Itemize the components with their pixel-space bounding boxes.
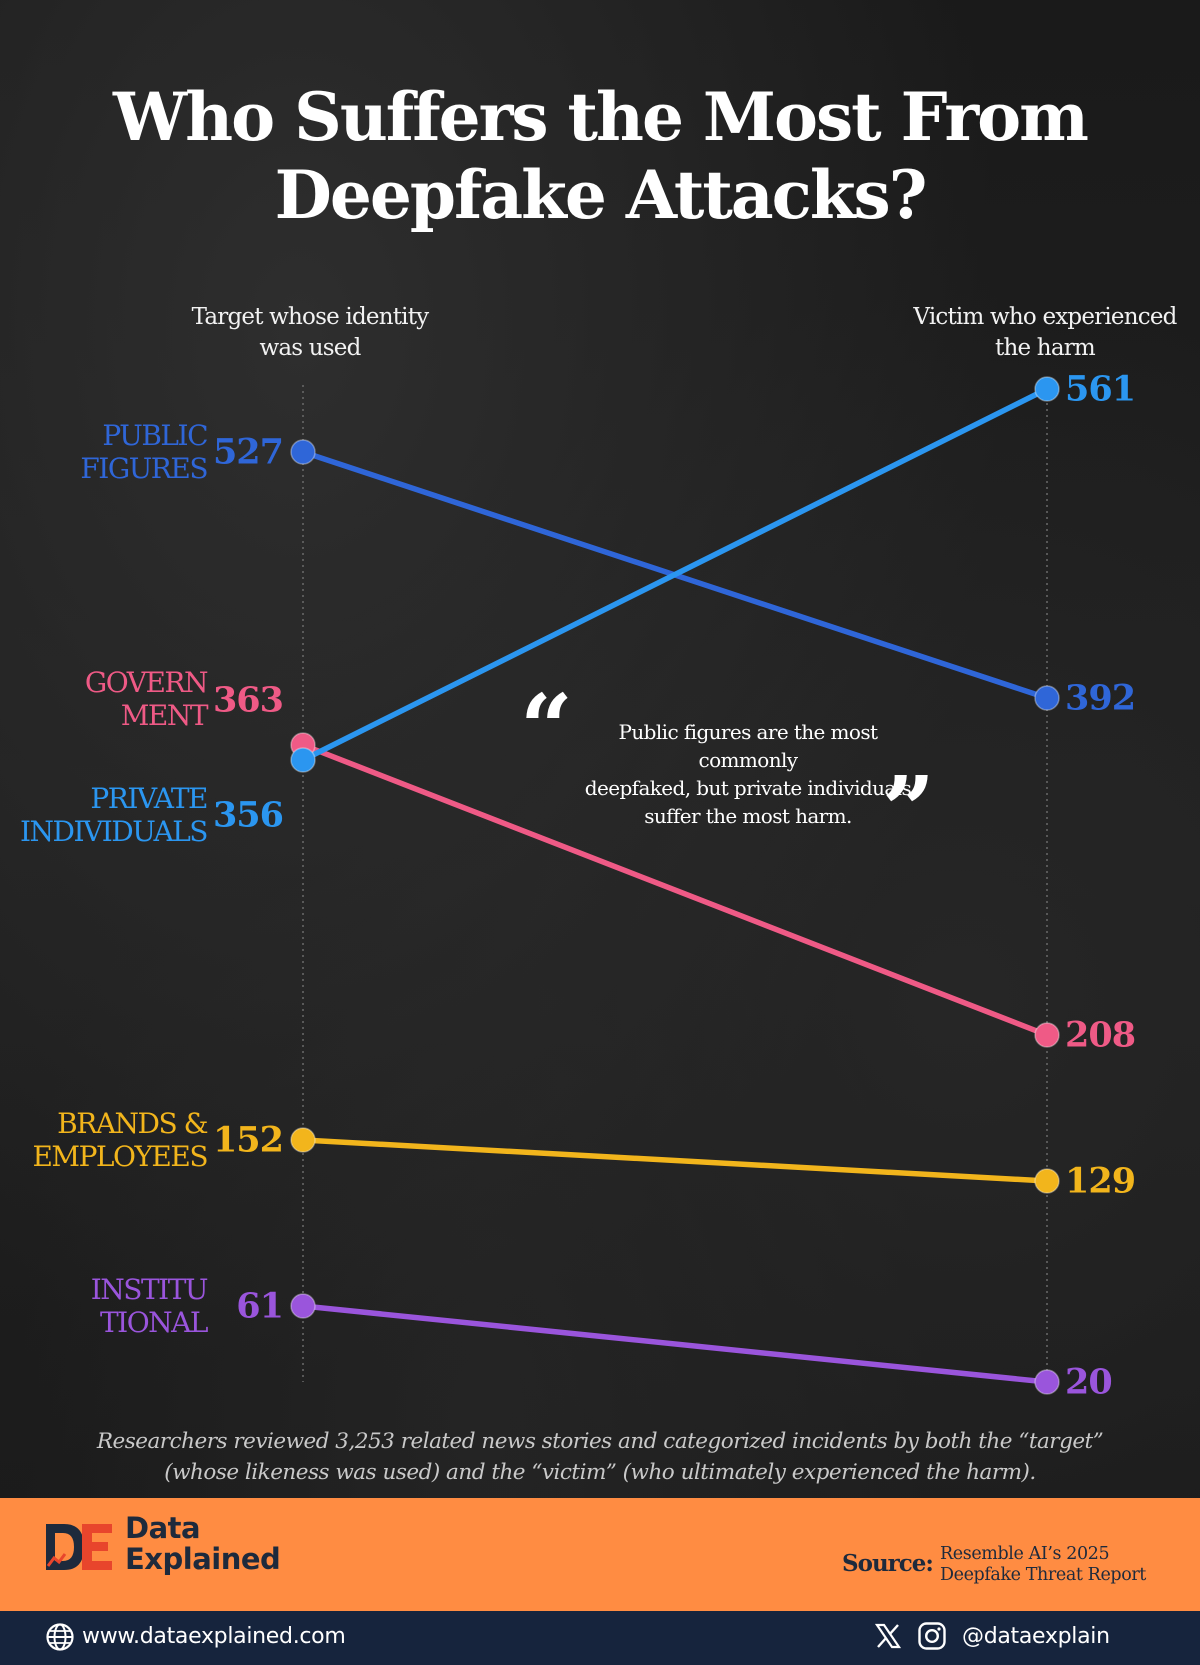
brands-employees-victim-point xyxy=(1034,1168,1060,1194)
social-handle[interactable]: @dataexplain xyxy=(962,1624,1110,1649)
institutional-victim-value: 20 xyxy=(1065,1362,1112,1403)
title-line-1: Who Suffers the Most From xyxy=(113,78,1089,156)
source-line-1: Resemble AI’s 2025 xyxy=(940,1544,1110,1564)
public-figures-victim-point xyxy=(1034,685,1060,711)
website-link[interactable]: www.dataexplained.com xyxy=(82,1624,346,1649)
government-slope-line xyxy=(300,742,1050,1038)
chart-title: Who Suffers the Most From Deepfake Attac… xyxy=(0,78,1200,234)
institutional-target-point xyxy=(290,1293,316,1319)
government-label-line-2: MENT xyxy=(121,699,209,732)
title-line-2: Deepfake Attacks? xyxy=(274,156,928,234)
footer-bar xyxy=(0,1611,1200,1665)
public-figures-victim-value: 392 xyxy=(1065,678,1135,719)
quote-line-2: deepfaked, but private individuals xyxy=(584,776,912,800)
instagram-icon[interactable] xyxy=(917,1621,947,1651)
government-victim-value: 208 xyxy=(1065,1015,1135,1056)
private-individuals-label-line-2: INDIVIDUALS xyxy=(20,815,207,848)
public-figures-label-line-2: FIGURES xyxy=(80,452,207,485)
public-figures-category-label: PUBLIC FIGURES xyxy=(80,419,207,485)
government-category-label: GOVERN MENT xyxy=(85,666,209,732)
brands-employees-target-value: 152 xyxy=(213,1120,283,1161)
quote-line-3: suffer the most harm. xyxy=(644,804,852,828)
institutional-label-line-2: TIONAL xyxy=(100,1306,208,1339)
quote-line-1: Public figures are the most commonly xyxy=(618,720,878,772)
brand-line-2: Explained xyxy=(125,1542,281,1576)
quote-text: Public figures are the most commonly dee… xyxy=(578,718,918,830)
private-individuals-category-label: PRIVATE INDIVIDUALS xyxy=(20,782,207,848)
government-victim-point xyxy=(1034,1022,1060,1048)
source-line-2: Deepfake Threat Report xyxy=(940,1565,1146,1585)
private-individuals-label-line-1: PRIVATE xyxy=(90,782,207,815)
brands-employees-target-point xyxy=(290,1127,316,1153)
open-quote-mark: “ xyxy=(520,674,573,782)
brand-name: Data Explained xyxy=(125,1511,281,1576)
x-icon[interactable] xyxy=(874,1622,902,1650)
private-individuals-target-value: 356 xyxy=(213,795,283,836)
private-individuals-slope-line xyxy=(300,386,1050,763)
brand-line-1: Data xyxy=(125,1511,201,1545)
brands-employees-category-label: BRANDS & EMPLOYEES xyxy=(32,1107,207,1173)
footnote: Researchers reviewed 3,253 related news … xyxy=(40,1426,1160,1488)
source-text: Resemble AI’s 2025 Deepfake Threat Repor… xyxy=(940,1544,1146,1586)
footer-band xyxy=(0,1498,1200,1611)
institutional-label-line-1: INSTITU xyxy=(91,1273,208,1306)
source-label: Source: xyxy=(842,1550,934,1577)
public-figures-target-point xyxy=(290,439,316,465)
left-axis-label-text: Target whose identity was used xyxy=(191,304,430,361)
public-figures-target-value: 527 xyxy=(213,432,283,473)
close-quote-mark: ” xyxy=(882,756,935,864)
brands-employees-victim-value: 129 xyxy=(1065,1161,1135,1202)
data-explained-logo-icon xyxy=(46,1524,112,1570)
institutional-slope-line xyxy=(300,1303,1050,1385)
private-individuals-target-point xyxy=(290,747,316,773)
institutional-target-value: 61 xyxy=(236,1286,283,1327)
brands-employees-slope-line xyxy=(300,1137,1050,1184)
brands-employees-label-line-2: EMPLOYEES xyxy=(32,1140,207,1173)
footnote-line-1: Researchers reviewed 3,253 related news … xyxy=(96,1429,1104,1454)
public-figures-label-line-1: PUBLIC xyxy=(102,419,207,452)
brands-employees-label-line-1: BRANDS & xyxy=(57,1107,207,1140)
institutional-victim-point xyxy=(1034,1369,1060,1395)
government-label-line-1: GOVERN xyxy=(85,666,208,699)
private-individuals-victim-value: 561 xyxy=(1065,369,1135,410)
government-target-value: 363 xyxy=(213,680,283,721)
footnote-line-2: (whose likeness was used) and the “victi… xyxy=(164,1460,1036,1485)
globe-icon xyxy=(46,1623,74,1651)
left-axis-label: Target whose identity was used xyxy=(185,302,435,364)
institutional-category-label: INSTITU TIONAL xyxy=(91,1273,208,1339)
right-axis-label-text: Victim who experienced the harm xyxy=(913,304,1177,361)
private-individuals-victim-point xyxy=(1034,376,1060,402)
right-axis-label: Victim who experienced the harm xyxy=(905,302,1185,364)
